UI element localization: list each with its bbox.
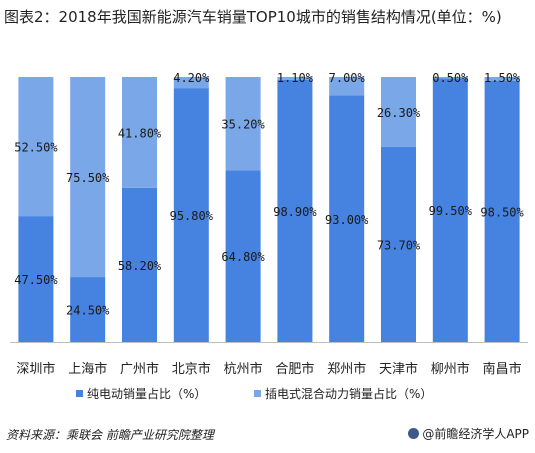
data-label: 98.90% (273, 205, 317, 219)
bar-segment (381, 77, 416, 147)
stacked-bar-chart: 47.50% 52.50% 深圳市 24.50% 75.50% 上海市 58.20% 41.8… (10, 71, 528, 401)
bar-segment (173, 88, 209, 342)
legend-swatch (76, 390, 83, 397)
x-tick-label: 上海市 (68, 361, 107, 377)
data-label: 26.30% (377, 106, 421, 120)
legend-swatch (254, 390, 261, 397)
bar-segment (484, 80, 520, 342)
data-label: 1.10% (277, 71, 314, 85)
bar-segment (70, 277, 106, 342)
data-label: 52.50% (14, 141, 58, 155)
bar-segment (381, 146, 416, 342)
bar-segment (70, 77, 106, 278)
brand-text: @前瞻经济学人APP (422, 427, 529, 441)
bar-segment (225, 170, 261, 342)
data-label: 73.70% (377, 238, 421, 252)
data-label: 58.20% (118, 259, 162, 273)
bar-segment (432, 78, 468, 342)
bar-segment (225, 77, 261, 171)
brand-logo-icon (408, 428, 420, 439)
brand-mark: @前瞻经济学人APP (408, 425, 529, 442)
data-label: 47.50% (14, 273, 58, 287)
bar-segment (432, 77, 468, 79)
data-label: 35.20% (221, 118, 265, 132)
bar-segment (329, 95, 365, 342)
bar-segment (18, 77, 54, 217)
data-label: 41.80% (118, 126, 162, 140)
x-tick-label: 杭州市 (224, 361, 263, 377)
data-label: 7.00% (329, 71, 366, 85)
x-tick-label: 郑州市 (327, 361, 366, 377)
x-tick-label: 天津市 (379, 361, 418, 377)
bar-segment (484, 77, 520, 81)
x-tick-label: 北京市 (172, 361, 211, 377)
data-label: 98.50% (480, 205, 524, 219)
data-label: 64.80% (221, 250, 265, 264)
data-label: 93.00% (325, 213, 369, 227)
x-tick-label: 南昌市 (483, 361, 522, 377)
bar-segment (122, 77, 157, 188)
data-label: 75.50% (66, 171, 110, 185)
data-label: 4.20% (173, 71, 210, 85)
bar-segment (173, 77, 209, 89)
legend-label: 纯电动销量占比（%） (87, 386, 206, 401)
data-label: 1.50% (484, 71, 521, 85)
bar-segment (277, 79, 313, 342)
data-label: 0.50% (432, 71, 469, 85)
bar-segment (277, 77, 313, 80)
source-note: 资料来源：乘联会 前瞻产业研究院整理 (6, 428, 214, 442)
bar-segment (122, 187, 157, 342)
x-tick-label: 深圳市 (16, 361, 55, 377)
x-tick-label: 广州市 (120, 361, 159, 377)
bar-segment (329, 77, 365, 96)
x-tick-label: 合肥市 (275, 361, 314, 377)
data-label: 24.50% (66, 304, 110, 318)
data-label: 99.50% (429, 204, 473, 218)
x-tick-label: 柳州市 (431, 361, 470, 377)
chart-title: 图表2：2018年我国新能源汽车销量TOP10城市的销售结构情况(单位：%) (4, 8, 502, 26)
bar-segment (18, 216, 54, 342)
legend-label: 插电式混合动力销量占比（%） (265, 386, 432, 401)
data-label: 95.80% (170, 209, 214, 223)
